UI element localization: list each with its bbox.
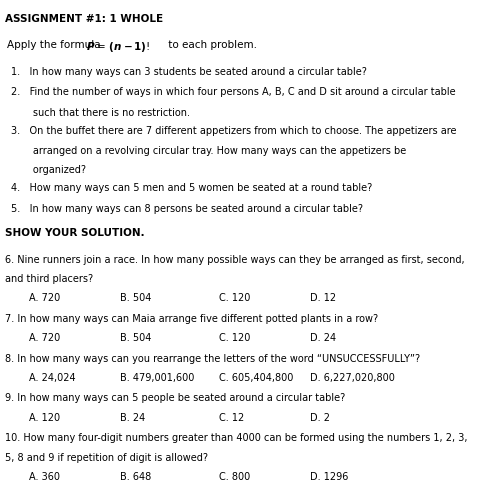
Text: 5.   In how many ways can 8 persons be seated around a circular table?: 5. In how many ways can 8 persons be sea… [11,203,363,214]
Text: A. 24,024: A. 24,024 [29,373,75,383]
Text: SHOW YOUR SOLUTION.: SHOW YOUR SOLUTION. [5,228,145,238]
Text: 9. In how many ways can 5 people be seated around a circular table?: 9. In how many ways can 5 people be seat… [5,393,346,404]
Text: C. 120: C. 120 [219,293,250,304]
Text: 6. Nine runners join a race. In how many possible ways can they be arranged as f: 6. Nine runners join a race. In how many… [5,255,465,264]
Text: A. 720: A. 720 [29,293,60,304]
Text: 1.   In how many ways can 3 students be seated around a circular table?: 1. In how many ways can 3 students be se… [11,67,367,77]
Text: B. 24: B. 24 [120,413,145,423]
Text: Apply the formula: Apply the formula [7,40,104,50]
Text: 3.   On the buffet there are 7 different appetizers from which to choose. The ap: 3. On the buffet there are 7 different a… [11,126,457,136]
Text: B. 479,001,600: B. 479,001,600 [120,373,194,383]
Text: D. 1296: D. 1296 [310,472,348,482]
Text: 8. In how many ways can you rearrange the letters of the word “UNSUCCESSFULLY”?: 8. In how many ways can you rearrange th… [5,354,420,364]
Text: C. 800: C. 800 [219,472,250,482]
Text: C. 605,404,800: C. 605,404,800 [219,373,293,383]
Text: D. 6,227,020,800: D. 6,227,020,800 [310,373,394,383]
Text: A. 360: A. 360 [29,472,60,482]
Text: 10. How many four-digit numbers greater than 4000 can be formed using the number: 10. How many four-digit numbers greater … [5,433,468,443]
Text: D. 24: D. 24 [310,333,336,343]
Text: 7. In how many ways can Maia arrange five different potted plants in a row?: 7. In how many ways can Maia arrange fiv… [5,314,378,324]
Text: B. 504: B. 504 [120,293,151,304]
Text: D. 12: D. 12 [310,293,336,304]
Text: and third placers?: and third placers? [5,274,94,284]
Text: 5, 8 and 9 if repetition of digit is allowed?: 5, 8 and 9 if repetition of digit is all… [5,453,208,463]
Text: A. 120: A. 120 [29,413,60,423]
Text: D. 2: D. 2 [310,413,330,423]
Text: B. 504: B. 504 [120,333,151,343]
Text: organized?: organized? [11,165,86,175]
Text: C. 120: C. 120 [219,333,250,343]
Text: 2.   Find the number of ways in which four persons A, B, C and D sit around a ci: 2. Find the number of ways in which four… [11,87,456,97]
Text: B. 648: B. 648 [120,472,151,482]
Text: arranged on a revolving circular tray. How many ways can the appetizers be: arranged on a revolving circular tray. H… [11,146,407,157]
Text: ASSIGNMENT #1: 1 WHOLE: ASSIGNMENT #1: 1 WHOLE [5,14,164,23]
Text: C. 12: C. 12 [219,413,244,423]
Text: $\boldsymbol{P}$ = $\boldsymbol{(n-1)!}$: $\boldsymbol{P}$ = $\boldsymbol{(n-1)!}$ [86,40,151,54]
Text: such that there is no restriction.: such that there is no restriction. [11,108,190,118]
Text: A. 720: A. 720 [29,333,60,343]
Text: 4.   How many ways can 5 men and 5 women be seated at a round table?: 4. How many ways can 5 men and 5 women b… [11,183,373,193]
Text: to each problem.: to each problem. [166,40,258,50]
